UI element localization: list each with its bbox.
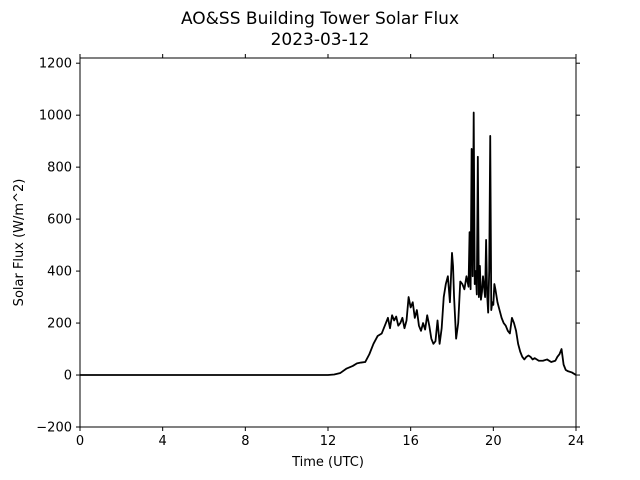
- x-axis-label: Time (UTC): [291, 455, 364, 470]
- x-tick-label: 12: [320, 434, 337, 449]
- x-tick-label: 0: [76, 434, 84, 449]
- y-tick-label: 1000: [39, 109, 72, 124]
- y-tick-label: 1200: [39, 57, 72, 72]
- x-tick-label: 20: [485, 434, 502, 449]
- y-tick-label: 0: [64, 369, 72, 384]
- series-line: [80, 111, 577, 376]
- x-tick-label: 24: [568, 434, 585, 449]
- y-tick-label: 600: [47, 213, 72, 228]
- y-tick-label: −200: [36, 421, 72, 436]
- chart-subtitle: 2023-03-12: [271, 30, 370, 50]
- axis-ticks: [76, 54, 580, 431]
- y-tick-label: 800: [47, 161, 72, 176]
- chart-title: AO&SS Building Tower Solar Flux: [181, 9, 459, 29]
- x-tick-label: 16: [402, 434, 419, 449]
- y-tick-label: 200: [47, 317, 72, 332]
- y-tick-label: 400: [47, 265, 72, 280]
- y-axis-label: Solar Flux (W/m^2): [12, 179, 27, 307]
- x-tick-label: 4: [159, 434, 167, 449]
- x-tick-label: 8: [241, 434, 249, 449]
- axis-tick-labels: 0 4 8 12 16 20 24 −200 0 200 400 600 800 1000 1200: [36, 57, 584, 449]
- plot-frame: [79, 57, 577, 428]
